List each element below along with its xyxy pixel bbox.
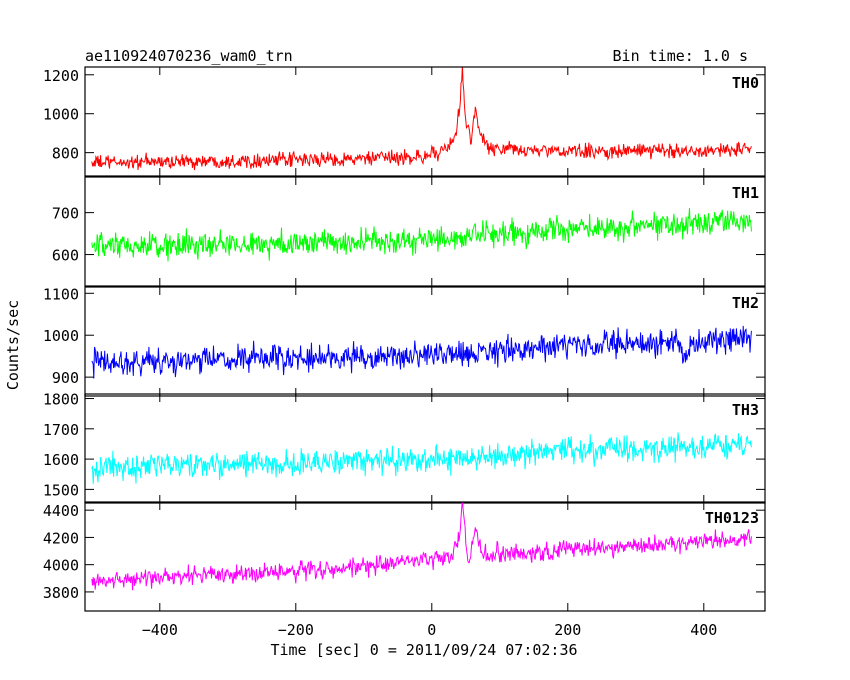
x-tick-label: −200 <box>278 621 314 639</box>
y-tick-label: 1000 <box>43 106 79 124</box>
lightcurve-th0123 <box>91 502 752 591</box>
series-label: TH0123 <box>705 509 759 527</box>
y-tick-label: 4200 <box>43 529 79 547</box>
x-tick-label: 400 <box>690 621 717 639</box>
x-axis-label: Time [sec] 0 = 2011/09/24 07:02:36 <box>270 641 577 659</box>
y-tick-label: 900 <box>52 369 79 387</box>
y-tick-label: 1800 <box>43 391 79 409</box>
lightcurve-th3 <box>91 432 752 484</box>
panel-th1: 600 700 TH1 <box>52 176 766 287</box>
panel-th0: 800 1000 1200 TH0 <box>43 66 766 177</box>
y-tick-label: 1700 <box>43 421 79 439</box>
y-tick-label: 1500 <box>43 481 79 499</box>
panel-th2: 900 1000 1100 TH2 <box>43 285 766 397</box>
series-label: TH3 <box>732 401 759 419</box>
series-label: TH0 <box>732 74 759 92</box>
y-tick-label: 1000 <box>43 327 79 345</box>
y-tick-label: 600 <box>52 247 79 265</box>
y-tick-label: 700 <box>52 205 79 223</box>
x-tick-label: 200 <box>554 621 581 639</box>
bin-time-label: Bin time: 1.0 s <box>613 47 748 65</box>
panel-frame <box>84 393 766 504</box>
lightcurve-th2 <box>91 325 752 379</box>
y-axis-label: Counts/sec <box>4 300 22 390</box>
y-tick-label: 800 <box>52 145 79 163</box>
panel-frame <box>84 176 766 287</box>
panel-frame <box>84 286 766 397</box>
chart-title: ae110924070236_wam0_trn <box>85 47 293 65</box>
series-label: TH2 <box>732 294 759 312</box>
y-tick-label: 1600 <box>43 451 79 469</box>
panel-th0123: 3800 4000 4200 4400 TH0123 −400 −200 0 200 400 <box>43 501 766 639</box>
x-tick-label: 0 <box>427 621 436 639</box>
panel-frame <box>84 66 766 177</box>
panel-frame <box>84 501 766 612</box>
y-tick-label: 4000 <box>43 557 79 575</box>
series-label: TH1 <box>732 184 759 202</box>
y-tick-label: 1100 <box>43 285 79 303</box>
y-tick-label: 1200 <box>43 67 79 85</box>
lightcurve-th1 <box>91 207 752 262</box>
y-tick-label: 4400 <box>43 502 79 520</box>
panel-th3: 1500 1600 1700 1800 TH3 <box>43 391 766 504</box>
lightcurve-th0 <box>91 67 752 171</box>
x-tick-label: −400 <box>142 621 178 639</box>
y-tick-label: 3800 <box>43 584 79 602</box>
